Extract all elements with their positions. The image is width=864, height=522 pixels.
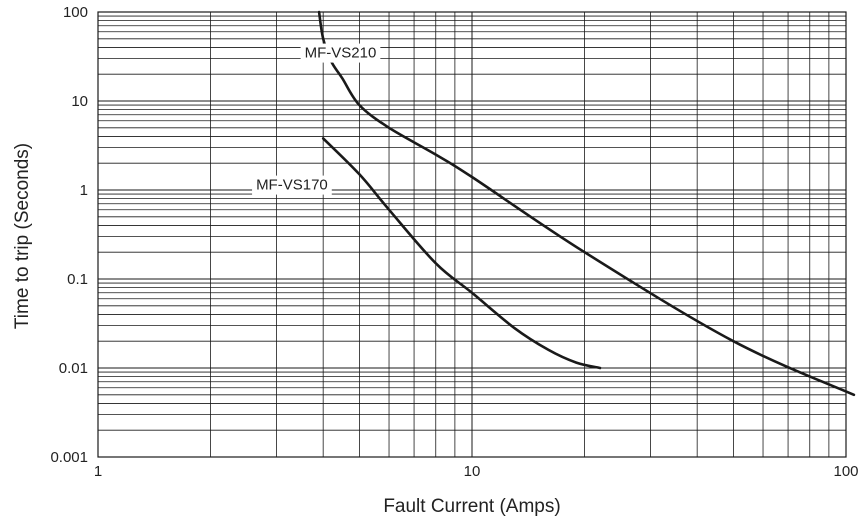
series-line-mf-vs170 xyxy=(321,137,602,370)
grid xyxy=(97,12,846,458)
plot-frame xyxy=(97,11,847,458)
tick-labels: 1 10 100 0.001 0.01 0.1 1 10 100 xyxy=(50,4,858,480)
series-label: MF-VS210 xyxy=(305,45,377,62)
series-layer: MF-VS210 MF-VS170 xyxy=(252,10,856,397)
series-label: MF-VS170 xyxy=(256,177,328,194)
x-tick-label: 1 xyxy=(94,463,102,480)
series-label-background xyxy=(252,175,332,195)
x-axis-title: Fault Current (Amps) xyxy=(383,496,560,517)
series-label-background xyxy=(300,43,381,63)
y-tick-label: 0.001 xyxy=(50,449,88,466)
x-tick-label: 100 xyxy=(833,463,858,480)
y-tick-label: 1 xyxy=(80,182,88,199)
y-tick-label: 100 xyxy=(63,4,88,21)
y-tick-label: 10 xyxy=(71,93,88,110)
y-tick-label: 0.01 xyxy=(59,360,88,377)
y-axis-title: Time to trip (Seconds) xyxy=(12,143,33,329)
y-tick-label: 0.1 xyxy=(67,271,88,288)
x-tick-label: 10 xyxy=(464,463,481,480)
